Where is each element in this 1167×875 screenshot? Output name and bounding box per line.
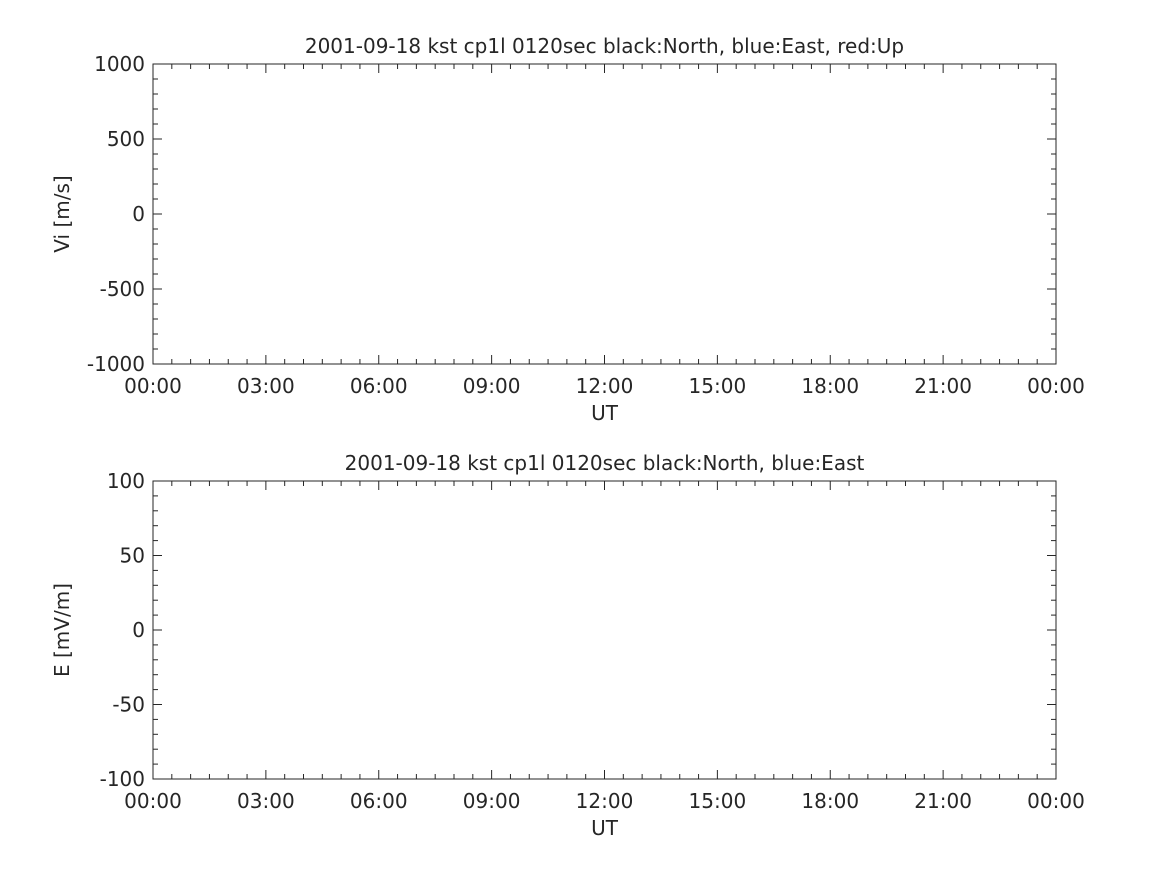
y-tick-label: 100 bbox=[107, 469, 145, 493]
x-tick-label: 00:00 bbox=[1027, 374, 1085, 398]
x-tick-label: 06:00 bbox=[350, 789, 408, 813]
y-axis-label: Vi [m/s] bbox=[50, 175, 74, 252]
chart-panel-1: 00:00 03:00 06:00 09:00 12:00 15:00 18:00 21:00… bbox=[50, 34, 1085, 425]
chart-title: 2001-09-18 kst cp1l 0120sec black:North,… bbox=[305, 34, 904, 58]
x-tick-label: 15:00 bbox=[689, 789, 747, 813]
x-tick-label: 12:00 bbox=[576, 789, 634, 813]
y-tick-label: 50 bbox=[120, 544, 145, 568]
axes-frame bbox=[152, 480, 1057, 780]
x-tick-label: 00:00 bbox=[1027, 789, 1085, 813]
x-tick-label: 12:00 bbox=[576, 374, 634, 398]
y-tick-label: 500 bbox=[107, 127, 145, 151]
y-axis-label: E [mV/m] bbox=[50, 583, 74, 677]
y-tick-label: -100 bbox=[100, 767, 145, 791]
y-tick-label: 0 bbox=[132, 202, 145, 226]
x-tick-label: 09:00 bbox=[463, 374, 521, 398]
x-tick-label: 00:00 bbox=[124, 789, 182, 813]
x-axis-label: UT bbox=[591, 816, 619, 840]
x-tick-label: 21:00 bbox=[914, 789, 972, 813]
x-tick-label: 18:00 bbox=[801, 789, 859, 813]
y-tick-label: -500 bbox=[100, 277, 145, 301]
x-tick-label: 03:00 bbox=[237, 374, 295, 398]
chart-panel-2: 00:00 03:00 06:00 09:00 12:00 15:00 18:00 21:00… bbox=[50, 451, 1085, 840]
x-tick-label: 00:00 bbox=[124, 374, 182, 398]
y-tick-label: -50 bbox=[112, 693, 145, 717]
axes-frame bbox=[152, 63, 1057, 365]
x-tick-label: 15:00 bbox=[689, 374, 747, 398]
x-tick-label: 18:00 bbox=[801, 374, 859, 398]
y-tick-label: -1000 bbox=[87, 352, 145, 376]
chart-title: 2001-09-18 kst cp1l 0120sec black:North,… bbox=[345, 451, 865, 475]
x-tick-label: 06:00 bbox=[350, 374, 408, 398]
x-tick-label: 09:00 bbox=[463, 789, 521, 813]
y-tick-label: 0 bbox=[132, 618, 145, 642]
x-tick-label: 21:00 bbox=[914, 374, 972, 398]
x-axis-label: UT bbox=[591, 401, 619, 425]
x-tick-label: 03:00 bbox=[237, 789, 295, 813]
y-tick-label: 1000 bbox=[94, 52, 145, 76]
